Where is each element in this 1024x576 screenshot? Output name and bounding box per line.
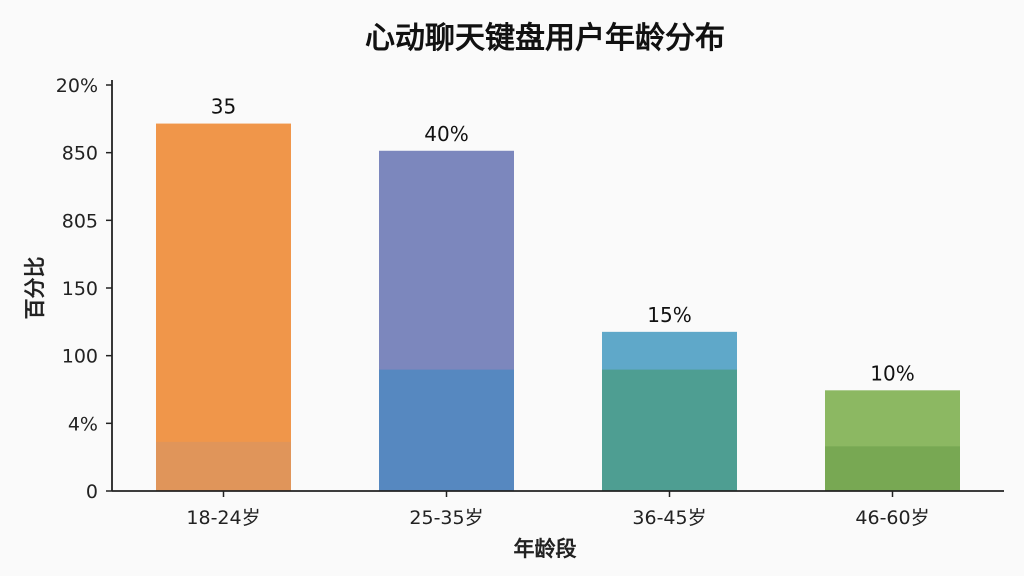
x-tick-label: 36-45岁	[632, 507, 706, 529]
data-label: 10%	[870, 361, 914, 385]
x-tick-label: 18-24岁	[186, 507, 260, 529]
bar-lower-band	[602, 369, 737, 491]
y-tick-label: 100	[62, 346, 98, 368]
bar-lower-band	[379, 369, 514, 491]
chart-title: 心动聊天键盘用户年龄分布	[365, 21, 725, 56]
y-tick-label: 4%	[68, 413, 98, 435]
data-label: 40%	[424, 122, 468, 146]
bar	[156, 123, 291, 491]
y-tick-label: 0	[86, 481, 98, 503]
y-tick-label: 850	[62, 143, 98, 165]
data-label: 15%	[647, 303, 691, 327]
x-tick-label: 25-35岁	[409, 507, 483, 529]
plot-area: 0 4% 100 150 805 850 20% 35 18-24岁 40% 25-35岁 15% 36…	[56, 75, 1004, 529]
bar-lower-band	[156, 441, 291, 491]
x-tick-label: 46-60岁	[855, 507, 929, 529]
y-tick-label: 150	[62, 278, 98, 300]
x-axis-title: 年龄段	[514, 537, 577, 561]
bar-lower-band	[825, 446, 960, 491]
y-axis-title: 百分比	[23, 257, 47, 320]
data-label: 35	[211, 95, 236, 119]
y-tick-label: 20%	[56, 75, 98, 97]
y-tick-label: 805	[62, 210, 98, 232]
